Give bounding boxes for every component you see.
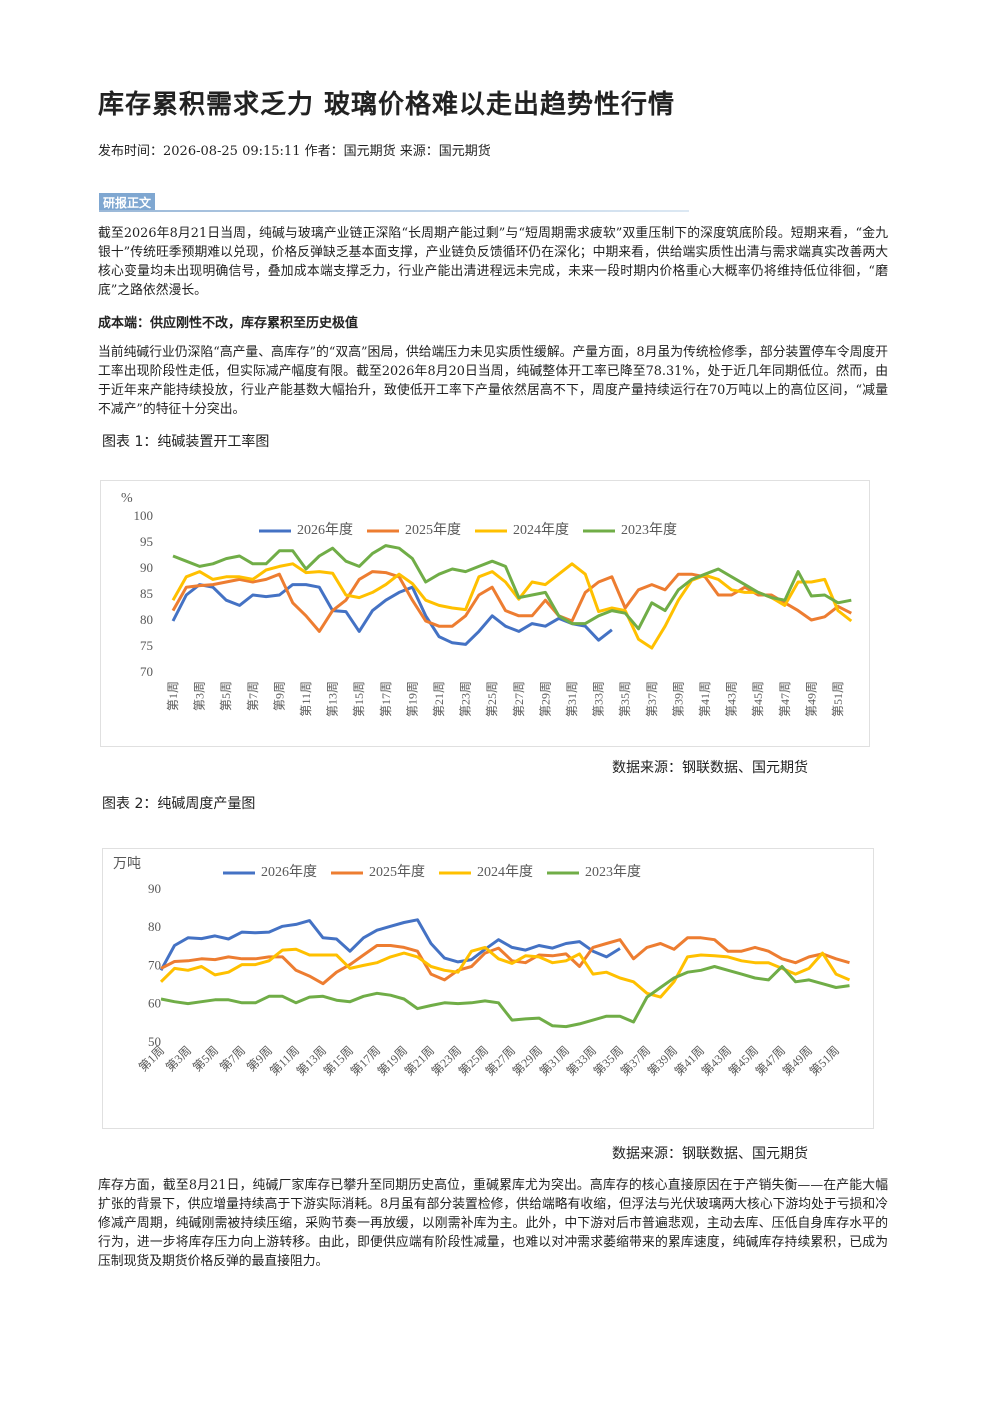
series-line <box>159 945 851 999</box>
y-tick-label: 50 <box>148 1034 161 1049</box>
x-tick-label: 第13周 <box>294 1043 329 1078</box>
legend-label: 2023年度 <box>585 864 641 880</box>
x-tick-label: 第9周 <box>272 681 286 711</box>
x-tick-label: 第33周 <box>564 1043 599 1078</box>
y-tick-label: 95 <box>140 534 153 549</box>
x-tick-label: 第15周 <box>321 1043 356 1078</box>
x-tick-label: 第39周 <box>645 1043 680 1078</box>
x-tick-label: 第23周 <box>459 681 473 717</box>
paragraph: 当前纯碱行业仍深陷“高产量、高库存”的“双高”困局，供给端压力未见实质性缓解。产… <box>98 345 888 417</box>
source: 数据来源：钢联数据、国元期货 <box>612 1146 808 1162</box>
series-line <box>160 965 850 1029</box>
x-tick-label: 第11周 <box>299 681 313 717</box>
x-tick-label: 第27周 <box>483 1043 518 1078</box>
x-tick-label: 第13周 <box>326 681 340 717</box>
section-tag: 研报正文 <box>99 193 156 212</box>
x-tick-label: 第21周 <box>432 681 446 717</box>
x-tick-label: 第5周 <box>219 681 233 711</box>
chart: %707580859095100第1周 第3周 第5周 第7周 第9周 第11周 第13周第… <box>100 480 870 747</box>
series-line <box>172 544 852 631</box>
x-tick-label: 第35周 <box>618 681 632 717</box>
x-tick-label: 第51周 <box>831 681 845 717</box>
y-tick-label: 70 <box>140 664 153 679</box>
series-line <box>159 918 621 972</box>
y-tick-label: 90 <box>140 560 153 575</box>
y-axis-label: 万吨 <box>113 856 141 872</box>
y-axis-label: % <box>121 491 133 506</box>
x-tick-label: 第47周 <box>778 681 792 717</box>
x-tick-label: 第51周 <box>807 1043 842 1078</box>
paragraph: 截至2026年8月21日当周，纯碱与玻璃产业链正深陷“长周期产能过剩”与“短周期… <box>98 226 888 298</box>
x-tick-label: 第37周 <box>645 681 659 717</box>
x-tick-label: 第43周 <box>699 1043 734 1078</box>
x-tick-label: 第7周 <box>217 1043 248 1074</box>
x-tick-label: 第31周 <box>565 681 579 717</box>
x-tick-label: 第39周 <box>671 681 685 717</box>
series-line <box>171 583 613 646</box>
y-tick-label: 70 <box>148 957 161 972</box>
series-line <box>171 562 853 650</box>
legend-label: 2025年度 <box>369 864 425 880</box>
x-tick-label: 第19周 <box>405 681 419 717</box>
x-tick-label: 第37周 <box>618 1043 653 1078</box>
legend-label: 2024年度 <box>513 522 569 538</box>
x-tick-label: 第49周 <box>804 681 818 717</box>
x-tick-label: 第1周 <box>166 681 180 711</box>
x-tick-label: 第41周 <box>698 681 712 717</box>
heading: 成本端：供应刚性不改，库存累积至历史极值 <box>98 316 359 331</box>
x-tick-label: 第23周 <box>429 1043 464 1078</box>
x-tick-label: 第43周 <box>725 681 739 717</box>
x-tick-label: 第41周 <box>672 1043 707 1078</box>
x-tick-label: 第19周 <box>375 1043 410 1078</box>
x-tick-label: 第45周 <box>726 1043 761 1078</box>
meta: 发布时间：2026-08-25 09:15:11 作者：国元期货 来源：国元期货 <box>98 144 491 159</box>
caption: 图表 2：纯碱周度产量图 <box>102 796 256 812</box>
legend-label: 2026年度 <box>261 864 317 880</box>
x-tick-label: 第3周 <box>193 681 207 711</box>
x-tick-label: 第3周 <box>163 1043 194 1074</box>
source: 数据来源：钢联数据、国元期货 <box>612 760 808 776</box>
x-tick-label: 第7周 <box>246 681 260 711</box>
legend-label: 2024年度 <box>477 864 533 880</box>
x-tick-label: 第17周 <box>348 1043 383 1078</box>
x-tick-label: 第15周 <box>352 681 366 717</box>
x-tick-label: 第27周 <box>512 681 526 717</box>
x-tick-label: 第29周 <box>538 681 552 717</box>
y-tick-label: 60 <box>148 996 161 1011</box>
x-tick-label: 第29周 <box>510 1043 545 1078</box>
caption: 图表 1：纯碱装置开工率图 <box>102 434 270 450</box>
x-tick-label: 第47周 <box>753 1043 788 1078</box>
x-tick-label: 第33周 <box>592 681 606 717</box>
y-tick-label: 75 <box>140 638 153 653</box>
y-tick-label: 80 <box>140 612 153 627</box>
x-tick-label: 第5周 <box>190 1043 221 1074</box>
title: 库存累积需求乏力 玻璃价格难以走出趋势性行情 <box>98 90 676 120</box>
x-tick-label: 第17周 <box>379 681 393 717</box>
divider <box>99 210 689 212</box>
legend-label: 2023年度 <box>621 522 677 538</box>
legend-label: 2026年度 <box>297 522 353 538</box>
x-tick-label: 第35周 <box>591 1043 626 1078</box>
y-tick-label: 80 <box>148 919 161 934</box>
x-tick-label: 第45周 <box>751 681 765 717</box>
paragraph: 库存方面，截至8月21日，纯碱厂家库存已攀升至同期历史高位，重碱累库尤为突出。高… <box>98 1178 888 1269</box>
x-tick-label: 第49周 <box>780 1043 815 1078</box>
x-tick-label: 第21周 <box>402 1043 437 1078</box>
y-tick-label: 85 <box>140 586 153 601</box>
x-tick-label: 第1周 <box>136 1043 167 1074</box>
y-tick-label: 90 <box>148 881 161 896</box>
x-tick-label: 第25周 <box>456 1043 491 1078</box>
chart: 万吨5060708090第1周第3周第5周第7周第9周第11周第13周第15周第… <box>102 848 874 1129</box>
y-tick-label: 100 <box>134 508 154 523</box>
x-tick-label: 第25周 <box>485 681 499 717</box>
legend-label: 2025年度 <box>405 522 461 538</box>
x-tick-label: 第31周 <box>537 1043 572 1078</box>
